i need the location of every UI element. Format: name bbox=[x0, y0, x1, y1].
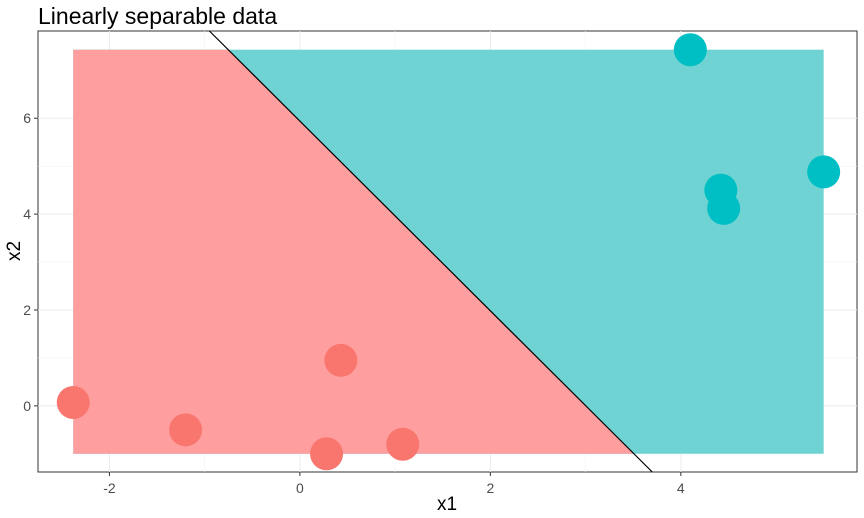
x-tick-label: -2 bbox=[103, 480, 116, 496]
point-class-a bbox=[310, 437, 344, 471]
y-tick-label: 0 bbox=[23, 398, 31, 414]
x-tick-label: 4 bbox=[677, 480, 685, 496]
point-class-a bbox=[324, 343, 358, 377]
point-class-a bbox=[386, 427, 420, 461]
boundary-line bbox=[208, 30, 653, 473]
y-tick-label: 6 bbox=[23, 110, 31, 126]
point-class-a bbox=[169, 413, 203, 447]
point-class-a bbox=[56, 385, 90, 419]
decision-boundary bbox=[208, 30, 653, 473]
point-class-b bbox=[807, 155, 841, 189]
region-class-a bbox=[73, 49, 634, 454]
x-tick-label: 0 bbox=[296, 480, 304, 496]
x-axis-title: x1 bbox=[437, 494, 457, 515]
point-class-b bbox=[707, 191, 741, 225]
chart-title: Linearly separable data bbox=[38, 3, 277, 29]
y-tick-label: 4 bbox=[23, 206, 31, 222]
decision-regions bbox=[73, 49, 824, 454]
axis-ticks: -2 0 2 4 0 2 4 6 bbox=[23, 110, 685, 496]
x-tick-label: 2 bbox=[486, 480, 494, 496]
y-axis-title: x2 bbox=[4, 241, 25, 261]
data-points bbox=[56, 33, 841, 471]
point-class-b bbox=[673, 33, 707, 67]
y-tick-label: 2 bbox=[23, 302, 31, 318]
